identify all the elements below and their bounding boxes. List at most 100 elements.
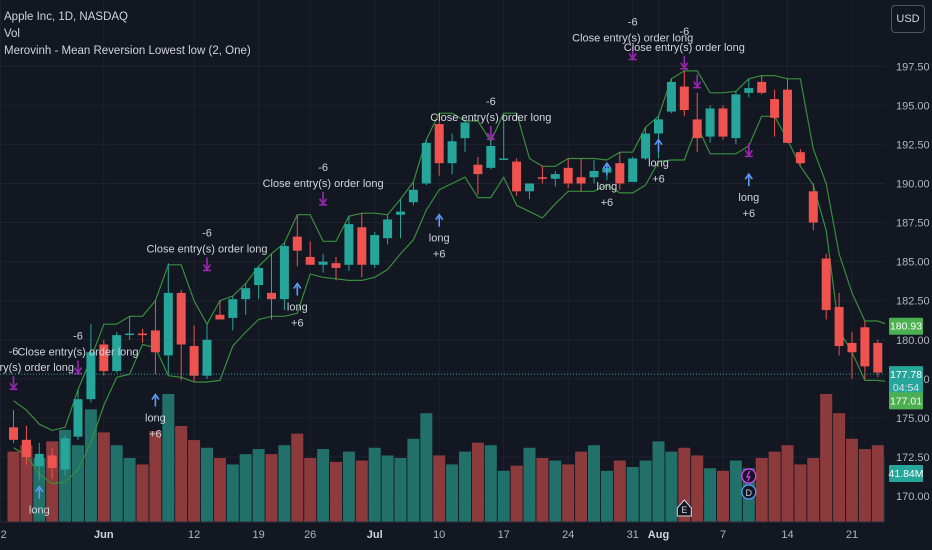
entry-qty: +6	[149, 428, 162, 440]
exit-label: Close entry(s) order long	[146, 243, 267, 255]
exit-qty: -6	[9, 346, 19, 358]
lightning-icon	[745, 470, 751, 482]
price-tick-label: 170.00	[896, 491, 930, 503]
candle-body	[163, 292, 173, 356]
last-price-label-background	[889, 366, 923, 397]
volume-bar	[717, 470, 729, 522]
exit-qty: -6	[73, 331, 83, 343]
volume-bar	[794, 464, 807, 522]
candle-body	[202, 339, 212, 376]
volume-bar	[213, 458, 226, 522]
candle-body	[86, 352, 96, 400]
volume-bar	[497, 470, 510, 522]
candle-body	[150, 330, 160, 353]
entry-arrow-head	[435, 213, 444, 221]
volume-indicator-title[interactable]: Vol	[4, 28, 20, 40]
price-tick-label: 180.00	[896, 335, 930, 347]
candle-body	[9, 427, 18, 440]
price-tick-label: 185.00	[896, 257, 930, 269]
exit-arrow-head	[73, 367, 83, 375]
volume-bars	[7, 394, 897, 522]
time-tick-label: 7	[720, 529, 726, 541]
exit-label: Close entry(s) order long	[572, 32, 693, 44]
candle-body	[731, 94, 741, 139]
lower-band-price-label: 177.01	[889, 392, 923, 410]
time-tick-label: 17	[498, 529, 510, 541]
entry-qty: +6	[652, 174, 665, 186]
candle-body	[318, 261, 328, 265]
candle-body	[60, 438, 70, 470]
strategy-title[interactable]: Merovinh - Mean Reversion Lowest low (2,…	[4, 45, 251, 57]
entry-arrow-head	[602, 161, 612, 169]
exit-label: Close entry(s) order long	[263, 178, 384, 190]
candle-body	[654, 119, 663, 134]
candle-body	[21, 439, 31, 458]
event-badges[interactable]: ED	[676, 468, 757, 517]
candle-body	[73, 399, 83, 437]
volume-bar	[562, 464, 575, 522]
candle-body	[641, 133, 651, 159]
volume-bar	[420, 413, 433, 522]
volume-value-label-background	[889, 465, 923, 482]
volume-bar	[639, 460, 652, 522]
price-tick-label: 195.00	[896, 100, 930, 112]
volume-bar	[768, 451, 781, 522]
time-tick-label: 21	[846, 529, 858, 541]
time-tick-label: Jun	[94, 529, 114, 541]
exit-arrow-head	[486, 132, 495, 140]
volume-bar	[149, 431, 162, 522]
volume-bar	[330, 461, 342, 522]
volume-bar	[136, 464, 149, 522]
dividend-badge-letter: D	[746, 488, 753, 498]
last-price-label-text: 04:54	[893, 382, 919, 394]
volume-bar	[588, 445, 600, 522]
candle-body	[718, 108, 728, 137]
volume-bar	[175, 426, 188, 522]
time-axis[interactable]: 22 Jun 12 19 26 Jul 10 17 24 31 Aug 7 14 21	[0, 521, 885, 550]
volume-bar	[291, 433, 304, 522]
candle-body	[357, 227, 367, 265]
exit-qty: -6	[628, 16, 638, 28]
candle-body	[512, 161, 522, 192]
volume-bar	[355, 460, 368, 522]
symbol-title[interactable]: Apple Inc, 1D, NASDAQ	[4, 11, 128, 23]
candle-body	[176, 292, 186, 345]
volume-bar	[226, 464, 239, 522]
price-tick-label: 192.50	[896, 139, 930, 151]
dividend-badge: D	[741, 484, 757, 500]
volume-bar	[755, 458, 768, 522]
volume-bar	[72, 445, 84, 522]
entry-label: long	[145, 412, 166, 424]
lower-band-price-label-background	[889, 392, 923, 410]
exit-arrow-head	[628, 52, 637, 60]
chart-legend: Apple Inc, 1D, NASDAQ Vol Merovinh - Mea…	[4, 9, 251, 60]
price-axis[interactable]: 197.50 195.00 192.50 190.00 187.50 185.00 182.…	[885, 0, 932, 550]
volume-bar	[459, 451, 471, 522]
candle-body	[421, 142, 431, 184]
price-axis-background	[885, 0, 932, 550]
candle-body	[460, 122, 470, 139]
exit-label: Close entry(s) order long	[0, 362, 74, 374]
entry-label: long	[738, 192, 759, 204]
volume-bar	[381, 455, 394, 522]
volume-value-label-text: 41.84M	[888, 468, 923, 480]
candle-body	[215, 314, 225, 320]
volume-bar	[858, 449, 871, 522]
volume-bar	[626, 466, 639, 522]
volume-bar	[833, 413, 846, 522]
volume-bar	[407, 438, 420, 522]
candle-body	[254, 267, 264, 286]
candle-body	[331, 263, 341, 268]
volume-bar	[600, 470, 613, 522]
candle-body	[770, 99, 780, 118]
exit-label: Close entry(s) order long	[624, 42, 745, 54]
earnings-badge-letter: E	[681, 505, 687, 515]
volume-bar	[665, 451, 678, 522]
volume-bar	[239, 454, 252, 522]
candle-body	[834, 306, 844, 347]
candle-body	[370, 235, 380, 265]
exit-arrow-head	[202, 263, 212, 271]
currency-button[interactable]: USD	[891, 5, 925, 33]
volume-bar	[433, 455, 446, 522]
